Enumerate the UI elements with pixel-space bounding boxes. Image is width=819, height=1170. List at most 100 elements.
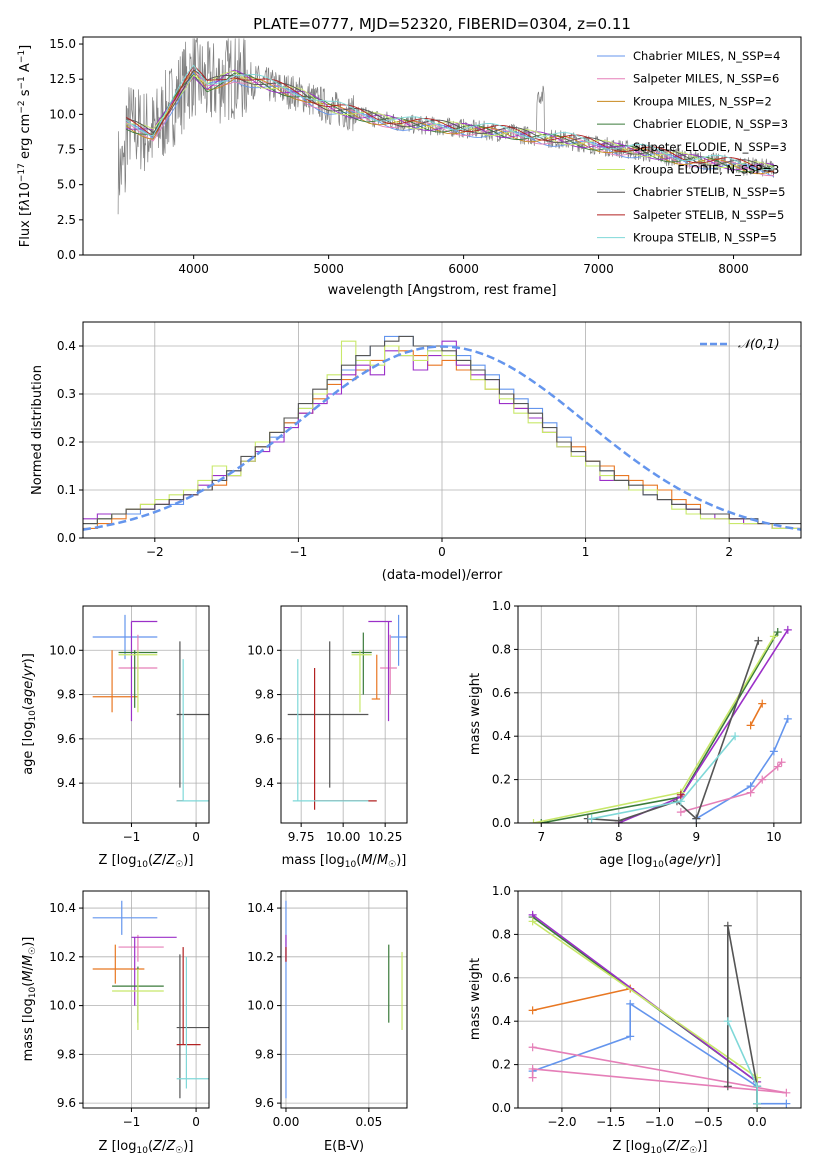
y-tick-label: 7.5: [57, 143, 76, 157]
y-tick-label: 15.0: [49, 37, 76, 51]
x-tick-label: 1: [582, 545, 590, 559]
x-tick-label: 0: [438, 545, 446, 559]
panel-mass-vs-metallicity: −1 0 9.6 9.8 10.0 10.2 10.4 Z [log10(Z/Z☉)] ma…: [21, 890, 210, 1156]
y-tick-label: 10.0: [49, 999, 76, 1013]
y-tick-label: 9.8: [57, 688, 76, 702]
series-line: [749, 703, 763, 726]
x-tick-label: −1.5: [596, 1115, 625, 1129]
y-tick-label: 10.4: [49, 901, 76, 915]
data-point-marker: [537, 819, 546, 823]
x-tick-label: −2.0: [547, 1115, 576, 1129]
x-axis-label: age [log10(age/yr)]: [599, 853, 721, 870]
y-tick-label: 0.4: [492, 729, 511, 743]
x-tick-label: 6000: [448, 262, 479, 276]
y-tick-label: 10.4: [247, 901, 274, 915]
model-line: [125, 72, 775, 173]
y-tick-label: 0.0: [57, 248, 76, 262]
y-tick-label: 10.0: [247, 643, 274, 657]
x-axis-label: wavelength [Angstrom, rest frame]: [328, 283, 557, 298]
x-axis-label: mass [log10(M/M☉)]: [282, 853, 407, 870]
legend-label: Salpeter STELIB, N_SSP=5: [633, 208, 784, 222]
y-tick-label: 0.0: [57, 531, 76, 545]
y-tick-label: 0.2: [492, 1058, 511, 1072]
y-axis-label: age [log10(age/yr)]: [21, 653, 38, 775]
x-tick-label: 10: [766, 830, 781, 844]
legend: 𝒩(0,1): [700, 336, 780, 351]
data-point-marker: [529, 819, 538, 823]
legend-label: Kroupa MILES, N_SSP=2: [633, 94, 772, 108]
data-point-marker: [528, 1064, 537, 1073]
y-tick-label: 2.5: [57, 213, 76, 227]
y-tick-label: 9.6: [255, 1096, 274, 1110]
y-tick-label: 9.8: [255, 1047, 274, 1061]
legend-label: Salpeter MILES, N_SSP=6: [633, 72, 779, 86]
y-tick-label: 9.4: [57, 776, 76, 790]
x-tick-label: 7: [537, 830, 545, 844]
legend-label: Chabrier ELODIE, N_SSP=3: [633, 117, 788, 131]
data-point-marker: [777, 758, 786, 767]
x-axis-label: Z [log10(Z/Z☉)]: [99, 853, 194, 870]
data-point-marker: [723, 921, 732, 930]
data-point-marker: [782, 1088, 791, 1097]
x-axis-label: Z [log10(Z/Z☉)]: [99, 1139, 194, 1156]
x-tick-label: 0: [192, 830, 200, 844]
model-line: [126, 69, 775, 171]
figure-title: PLATE=0777, MJD=52320, FIBERID=0304, z=0…: [253, 15, 631, 33]
x-tick-label: 0.00: [273, 1115, 300, 1129]
data-point-marker: [528, 1073, 537, 1082]
x-tick-label: −1: [123, 1115, 141, 1129]
y-axis-label: Flux [fλ10−17 erg cm−2 s−1 A−1]: [17, 45, 33, 247]
y-tick-label: 1.0: [492, 884, 511, 898]
x-axis-label: E(B-V): [324, 1139, 364, 1154]
x-tick-label: −0.5: [694, 1115, 723, 1129]
y-axis-label: mass weight: [468, 673, 483, 755]
legend-label: Salpeter ELODIE, N_SSP=3: [633, 140, 787, 154]
y-tick-label: 0.1: [57, 483, 76, 497]
data-point-marker: [753, 1082, 762, 1091]
y-tick-label: 0.6: [492, 686, 511, 700]
model-line: [126, 70, 775, 169]
y-tick-label: 10.2: [49, 950, 76, 964]
y-axis-label: mass [log10(M/M☉)]: [21, 937, 38, 1062]
observed-spectrum-line: [117, 38, 775, 215]
data-point-marker: [783, 714, 792, 723]
x-axis-label: Z [log10(Z/Z☉)]: [613, 1139, 708, 1156]
x-tick-label: −1: [290, 545, 308, 559]
x-tick-label: 9.75: [288, 830, 315, 844]
x-tick-label: −2: [146, 545, 164, 559]
data-point-marker: [676, 808, 685, 817]
model-line: [125, 64, 775, 173]
y-tick-label: 9.6: [57, 1096, 76, 1110]
data-point-marker: [773, 628, 782, 637]
x-tick-label: 4000: [178, 262, 209, 276]
legend: Chabrier MILES, N_SSP=4 Salpeter MILES, N…: [597, 49, 788, 245]
data-point-marker: [723, 1017, 732, 1026]
data-point-marker: [723, 1082, 732, 1091]
legend-label: Chabrier STELIB, N_SSP=5: [633, 185, 785, 199]
x-tick-label: 7000: [583, 262, 614, 276]
y-tick-label: 5.0: [57, 178, 76, 192]
y-tick-label: 1.0: [492, 599, 511, 613]
data-point-marker: [769, 747, 778, 756]
y-tick-label: 12.5: [49, 72, 76, 86]
x-tick-label: 9: [693, 830, 701, 844]
data-point-marker: [753, 1099, 762, 1108]
y-tick-label: 0.0: [492, 816, 511, 830]
x-tick-label: 2: [725, 545, 733, 559]
panel-mass-vs-ebv: 0.00 0.05 9.6 9.8 10.0 10.2 10.4 E(B-V): [247, 890, 408, 1154]
x-tick-label: −1: [123, 830, 141, 844]
x-tick-label: 8: [615, 830, 623, 844]
x-axis-label: (data-model)/error: [382, 568, 503, 583]
y-tick-label: 10.2: [247, 950, 274, 964]
panel-age-vs-mass: 9.75 10.00 10.25 9.4 9.6 9.8 10.0 mass [log10(…: [247, 605, 408, 870]
y-axis-label: mass weight: [468, 958, 483, 1040]
x-tick-label: 0: [192, 1115, 200, 1129]
data-point-marker: [773, 762, 782, 771]
y-tick-label: 9.6: [57, 732, 76, 746]
y-tick-label: 0.6: [492, 971, 511, 985]
y-tick-label: 0.0: [492, 1101, 511, 1115]
y-tick-label: 10.0: [49, 643, 76, 657]
y-tick-label: 0.2: [57, 435, 76, 449]
y-tick-label: 0.4: [57, 339, 76, 353]
